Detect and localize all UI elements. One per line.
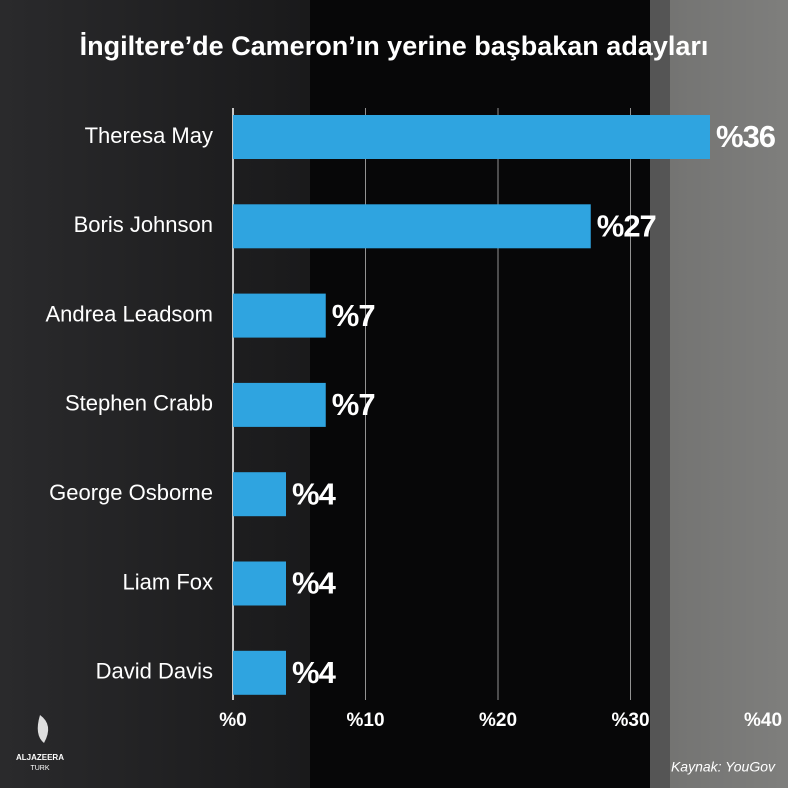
value-label: %4 bbox=[292, 566, 337, 601]
value-label: %4 bbox=[292, 655, 337, 690]
bar bbox=[233, 472, 286, 517]
value-label: %4 bbox=[292, 476, 337, 511]
y-tick-label: George Osborne bbox=[49, 480, 213, 505]
value-label: %27 bbox=[597, 208, 656, 243]
bar bbox=[233, 650, 286, 695]
x-tick-label: %10 bbox=[346, 710, 384, 731]
y-tick-label: Andrea Leadsom bbox=[45, 301, 213, 326]
y-tick-label: Theresa May bbox=[85, 123, 213, 148]
logo-text: ALJAZEERA bbox=[16, 753, 64, 762]
y-tick-label: David Davis bbox=[96, 659, 213, 684]
x-tick-label: %30 bbox=[611, 710, 649, 731]
logo-mark bbox=[37, 715, 49, 743]
bar bbox=[233, 561, 286, 606]
x-tick-label: %0 bbox=[219, 710, 246, 731]
y-tick-label: Stephen Crabb bbox=[65, 391, 213, 416]
bar bbox=[233, 204, 591, 249]
bar bbox=[233, 293, 326, 338]
x-tick-label: %20 bbox=[479, 710, 517, 731]
y-tick-label: Liam Fox bbox=[123, 569, 213, 594]
source: Kaynak: YouGov bbox=[671, 759, 776, 775]
value-label: %36 bbox=[716, 119, 776, 154]
logo-text: TURK bbox=[30, 765, 49, 772]
chart-title: İngiltere’de Cameron’ın yerine başbakan … bbox=[80, 31, 709, 61]
bar bbox=[233, 382, 326, 427]
value-label: %7 bbox=[332, 387, 375, 422]
value-label: %7 bbox=[332, 298, 375, 333]
x-tick-label: %40 bbox=[744, 710, 782, 731]
y-tick-label: Boris Johnson bbox=[74, 212, 213, 237]
bar bbox=[233, 115, 710, 159]
